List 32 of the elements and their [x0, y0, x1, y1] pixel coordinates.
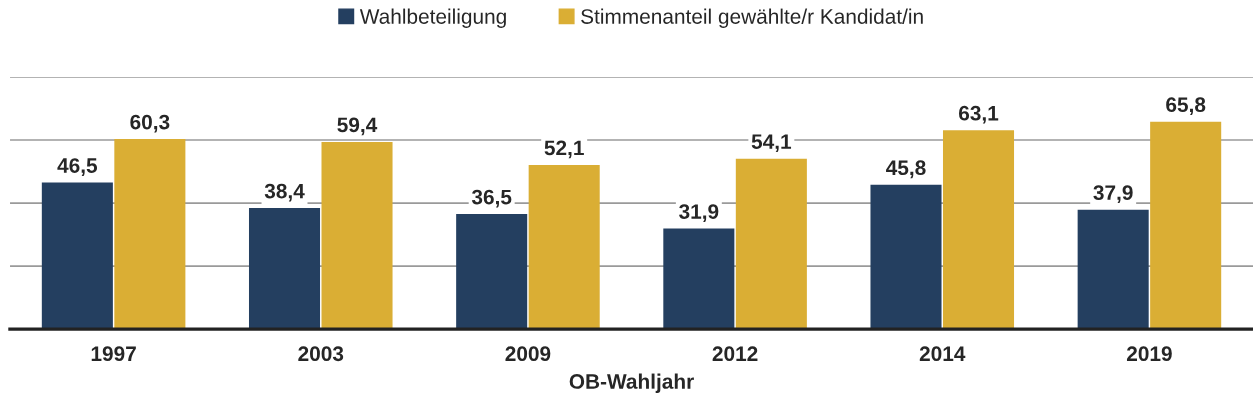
x-tick-label: 2003 [298, 346, 344, 362]
data-label: 59,4 [337, 117, 378, 136]
x-tick-label: 2014 [919, 346, 966, 362]
bar [1077, 209, 1149, 330]
data-label: 36,5 [471, 189, 512, 208]
bar [41, 182, 113, 330]
bar [456, 214, 528, 330]
data-label: 45,8 [886, 160, 926, 179]
data-label: 46,5 [57, 158, 98, 176]
data-label: 63,1 [959, 105, 999, 124]
data-label: 52,1 [544, 140, 584, 159]
x-tick-label: 2012 [712, 346, 758, 362]
x-tick-label: 2009 [505, 346, 551, 362]
data-label: 31,9 [679, 204, 719, 222]
bar [528, 164, 600, 330]
data-label: 65,8 [1166, 97, 1206, 116]
data-label: 38,4 [264, 183, 305, 202]
bar [735, 158, 807, 330]
data-label: 54,1 [751, 134, 792, 152]
bar [1150, 121, 1222, 330]
data-label: 60,3 [130, 114, 170, 133]
bar [663, 228, 735, 330]
x-tick-label: 1997 [91, 346, 136, 362]
bar [942, 130, 1015, 330]
data-label: 37,9 [1093, 185, 1133, 204]
x-axis-title: OB-Wahljahr [569, 373, 694, 393]
legend-label: Wahlbeteiligung [359, 8, 506, 28]
bar [870, 184, 942, 330]
legend-label: Stimmenanteil gewählte/r Kandidat/in [581, 8, 923, 28]
bar [114, 139, 186, 330]
bar [248, 208, 321, 330]
x-tick-label: 2019 [1126, 346, 1172, 362]
